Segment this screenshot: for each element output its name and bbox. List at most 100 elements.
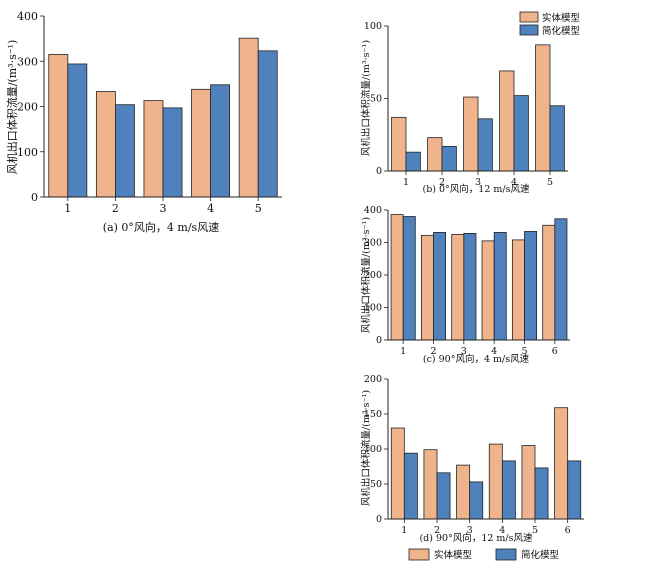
y-tick-label: 200 xyxy=(364,374,382,385)
y-tick-label: 100 xyxy=(17,146,38,159)
chart-d: 1 2 3 4 5 6 0 50 100 150 200 xyxy=(364,374,584,536)
x-tick-label: 1 xyxy=(64,202,71,215)
bar-simplified-5 xyxy=(257,50,278,198)
legend-b-simplified-swatch xyxy=(519,24,539,36)
bar-solid-4 xyxy=(488,443,503,520)
bar-solid-6 xyxy=(542,224,556,341)
chart-a-caption: (a) 0°风向，4 m/s风速 xyxy=(103,220,219,234)
y-tick-label: 50 xyxy=(370,94,382,105)
bar-simplified-2 xyxy=(436,472,451,520)
chart-c-caption: (c) 90°风向，4 m/s风速 xyxy=(423,353,530,365)
legend-d-simplified-label: 简化模型 xyxy=(521,549,560,561)
y-tick-label: 300 xyxy=(364,238,382,249)
x-tick-label: 4 xyxy=(499,525,505,536)
x-tick-label: 5 xyxy=(255,202,262,215)
chart-a: 1 2 3 4 5 0 100 200 300 400 xyxy=(17,10,282,215)
bar-solid-4 xyxy=(191,88,211,198)
bar-solid-4 xyxy=(499,70,515,172)
chart-a-ylabel: 风机出口体积流量/(m³·s⁻¹) xyxy=(5,40,19,175)
bar-simplified-2 xyxy=(433,232,447,341)
bar-simplified-3 xyxy=(469,481,484,520)
bar-simplified-3 xyxy=(477,118,493,172)
x-tick-label: 1 xyxy=(400,346,406,357)
x-tick-label: 6 xyxy=(552,346,558,357)
bar-simplified-2 xyxy=(441,145,457,172)
bar-solid-3 xyxy=(451,233,465,341)
x-tick-label: 6 xyxy=(565,525,571,536)
bar-simplified-4 xyxy=(501,460,516,520)
bar-solid-2 xyxy=(427,137,443,172)
x-tick-label: 4 xyxy=(491,346,497,357)
legend-d-solid-label: 实体模型 xyxy=(434,549,473,561)
y-tick-label: 400 xyxy=(364,205,382,216)
x-tick-label: 3 xyxy=(461,346,467,357)
bar-simplified-4 xyxy=(210,84,231,198)
chart-d-ylabel: 风机出口体积流量/(m³·s⁻¹) xyxy=(360,390,372,506)
bar-solid-3 xyxy=(463,96,479,172)
bar-solid-5 xyxy=(238,37,259,198)
bar-solid-2 xyxy=(423,449,438,520)
x-tick-label: 3 xyxy=(467,525,473,536)
y-tick-label: 300 xyxy=(17,55,38,68)
bar-solid-6 xyxy=(554,407,569,520)
bar-simplified-3 xyxy=(463,232,477,341)
bar-simplified-1 xyxy=(403,452,418,520)
x-tick-label: 1 xyxy=(403,177,409,188)
x-tick-label: 2 xyxy=(430,346,436,357)
bar-solid-3 xyxy=(456,464,471,520)
bar-simplified-5 xyxy=(549,105,565,172)
bar-simplified-4 xyxy=(513,95,529,172)
x-tick-label: 1 xyxy=(401,525,407,536)
legend-b-simplified-label: 简化模型 xyxy=(542,25,581,37)
bar-simplified-6 xyxy=(554,218,568,341)
y-tick-label: 0 xyxy=(31,191,38,204)
bar-solid-5 xyxy=(535,44,551,172)
y-tick-label: 200 xyxy=(17,101,38,114)
bar-simplified-5 xyxy=(534,467,549,520)
bar-solid-1 xyxy=(48,54,69,198)
y-tick-label: 0 xyxy=(376,335,382,346)
chart-b-caption: (b) 0°风向，12 m/s风速 xyxy=(422,183,530,195)
x-tick-label: 5 xyxy=(547,177,553,188)
y-tick-label: 400 xyxy=(17,10,38,23)
chart-d-caption: (d) 90°风向，12 m/s风速 xyxy=(419,532,533,544)
bar-solid-5 xyxy=(511,239,525,341)
bar-solid-4 xyxy=(481,240,495,341)
bar-simplified-1 xyxy=(67,63,88,198)
y-tick-label: 100 xyxy=(364,303,382,314)
y-tick-label: 150 xyxy=(364,409,382,420)
x-tick-label: 5 xyxy=(521,346,527,357)
y-tick-label: 200 xyxy=(364,270,382,281)
chart-b-ylabel: 风机出口体积流量/(m³·s⁻¹) xyxy=(360,40,372,156)
legend-b-solid-label: 实体模型 xyxy=(542,12,581,24)
bar-solid-1 xyxy=(390,427,405,520)
x-tick-label: 4 xyxy=(511,177,517,188)
bar-simplified-1 xyxy=(405,151,421,172)
x-tick-label: 5 xyxy=(532,525,538,536)
bar-solid-2 xyxy=(420,234,434,341)
legend-b-solid-swatch xyxy=(519,11,539,23)
chart-c: 1 2 3 4 5 6 0 100 200 300 400 xyxy=(364,205,570,357)
y-tick-label: 100 xyxy=(364,444,382,455)
x-tick-label: 3 xyxy=(475,177,481,188)
bar-solid-3 xyxy=(143,100,164,198)
bar-solid-2 xyxy=(95,91,116,198)
bar-simplified-6 xyxy=(567,460,582,520)
y-tick-label: 0 xyxy=(376,514,382,525)
bar-solid-1 xyxy=(390,214,404,341)
x-tick-label: 2 xyxy=(439,177,445,188)
x-tick-label: 4 xyxy=(207,202,214,215)
x-tick-label: 2 xyxy=(434,525,440,536)
bar-solid-1 xyxy=(391,116,407,172)
legend-d-simplified-swatch xyxy=(495,548,517,561)
chart-c-ylabel: 风机出口体积流量/(m³·s⁻¹) xyxy=(360,217,372,333)
x-tick-label: 2 xyxy=(112,202,119,215)
bar-simplified-1 xyxy=(402,216,416,341)
legend-d-solid-swatch xyxy=(408,548,430,561)
bar-solid-5 xyxy=(521,445,536,520)
x-tick-label: 3 xyxy=(160,202,167,215)
bar-simplified-4 xyxy=(493,232,507,341)
y-tick-label: 50 xyxy=(370,479,382,490)
